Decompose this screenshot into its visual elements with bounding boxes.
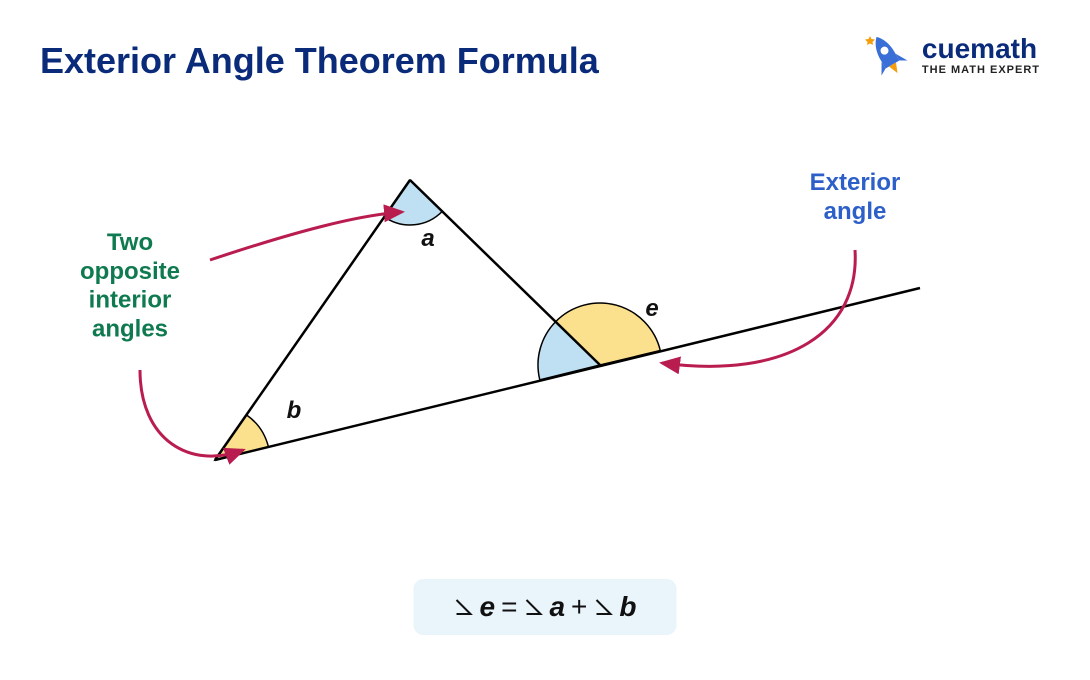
logo-brand-text: cuemath [922, 34, 1040, 65]
angle-symbol-icon [454, 597, 474, 617]
rocket-icon [862, 30, 912, 80]
formula-var-e: e [480, 591, 496, 623]
formula-var-a: a [549, 591, 565, 623]
exterior-angle-label: Exteriorangle [810, 169, 901, 225]
angle-e-label: e [645, 295, 658, 322]
brand-logo: cuemath THE MATH EXPERT [862, 30, 1040, 80]
interior-angles-label: Twooppositeinteriorangles [80, 229, 180, 342]
angle-b-label: b [287, 397, 302, 424]
formula-box: e = a + b [414, 579, 677, 635]
plus-sign: + [571, 591, 587, 623]
angle-a-label: a [421, 225, 434, 252]
page-title: Exterior Angle Theorem Formula [40, 40, 599, 82]
formula-var-b: b [619, 591, 636, 623]
triangle-side-ac [410, 180, 600, 365]
angle-symbol-icon [593, 597, 613, 617]
logo-tagline: THE MATH EXPERT [922, 64, 1040, 76]
equals-sign: = [501, 591, 517, 623]
theorem-diagram: a b e Twooppositeinteriorangles Exterior… [0, 130, 1090, 550]
arrow-to-angle-a [210, 212, 402, 260]
arrow-to-angle-e [662, 250, 855, 366]
triangle-side-ba [215, 180, 410, 460]
angle-symbol-icon [523, 597, 543, 617]
